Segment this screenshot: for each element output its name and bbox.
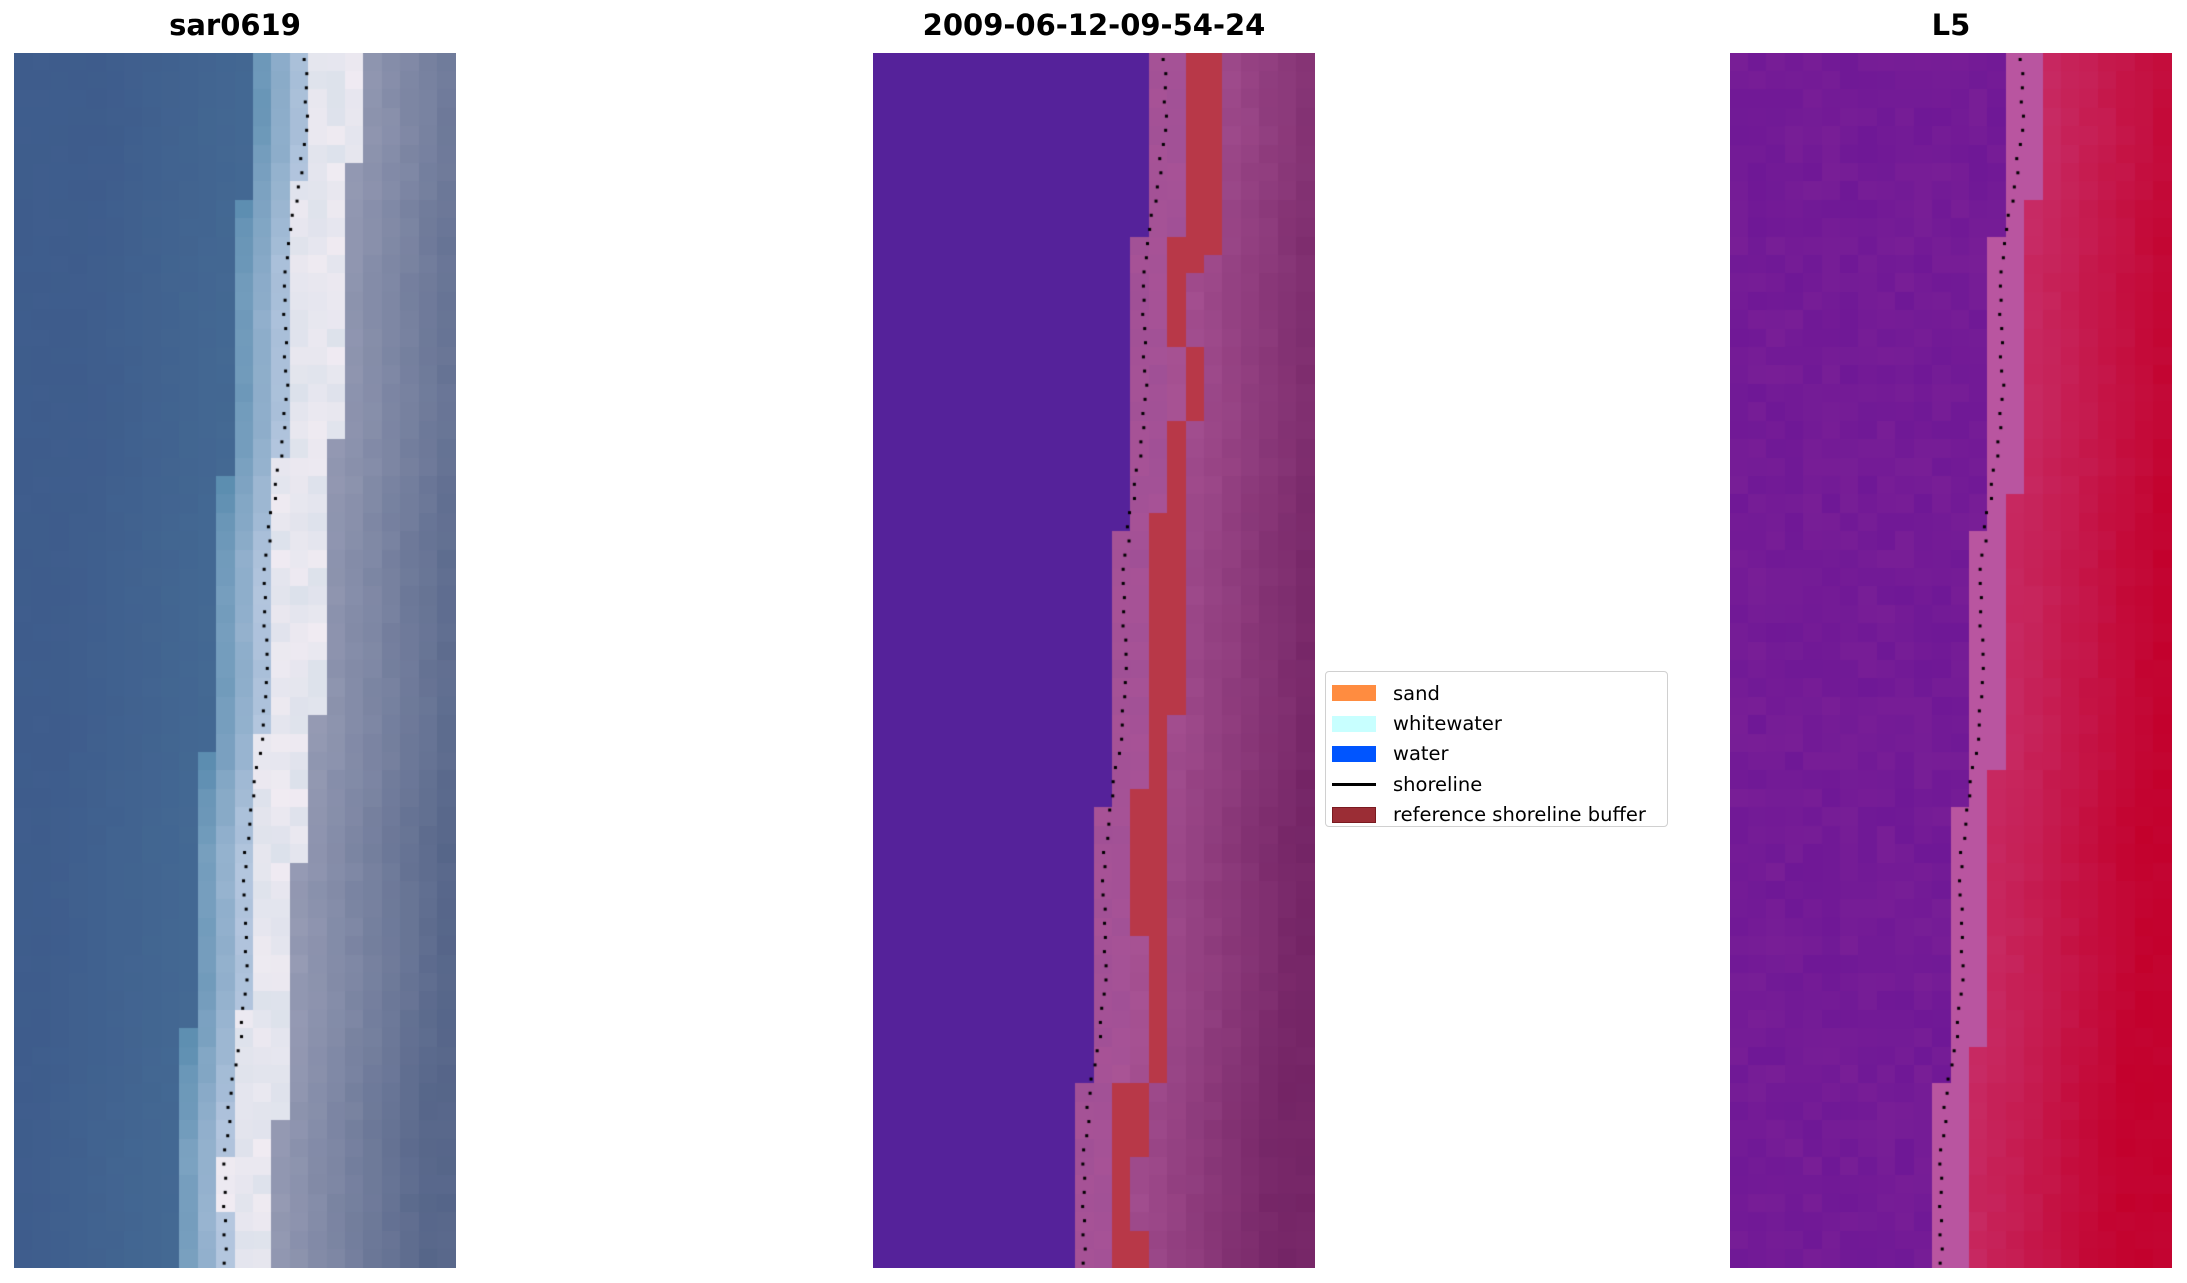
legend-label: water bbox=[1393, 742, 1449, 766]
legend-label: shoreline bbox=[1393, 772, 1483, 796]
legend-item-whitewater: whitewater bbox=[1332, 708, 1667, 738]
rgb-image-panel bbox=[14, 53, 456, 1268]
legend-item-shoreline: shoreline bbox=[1332, 769, 1667, 799]
panel-title-rgb: sar0619 bbox=[169, 8, 301, 42]
legend-label: sand bbox=[1393, 681, 1440, 705]
legend-label: reference shoreline buffer bbox=[1393, 803, 1646, 827]
panel-title-classified: 2009-06-12-09-54-24 bbox=[922, 8, 1266, 42]
legend-item-water: water bbox=[1332, 739, 1667, 769]
legend-swatch-whitewater bbox=[1332, 715, 1376, 732]
index-image-panel bbox=[1730, 53, 2172, 1268]
legend-swatch-sand bbox=[1332, 685, 1376, 702]
legend-swatch-water bbox=[1332, 745, 1376, 762]
classified-image-panel bbox=[873, 53, 1315, 1268]
legend-item-reference-buffer: reference shoreline buffer bbox=[1332, 800, 1667, 830]
legend-swatch-buffer bbox=[1332, 806, 1376, 823]
legend-label: whitewater bbox=[1393, 712, 1502, 736]
legend-line-shoreline bbox=[1332, 782, 1376, 786]
panel-title-index: L5 bbox=[1931, 8, 1971, 42]
legend-item-sand: sand bbox=[1332, 678, 1667, 708]
legend: sand whitewater water shoreline referenc… bbox=[1325, 671, 1668, 827]
